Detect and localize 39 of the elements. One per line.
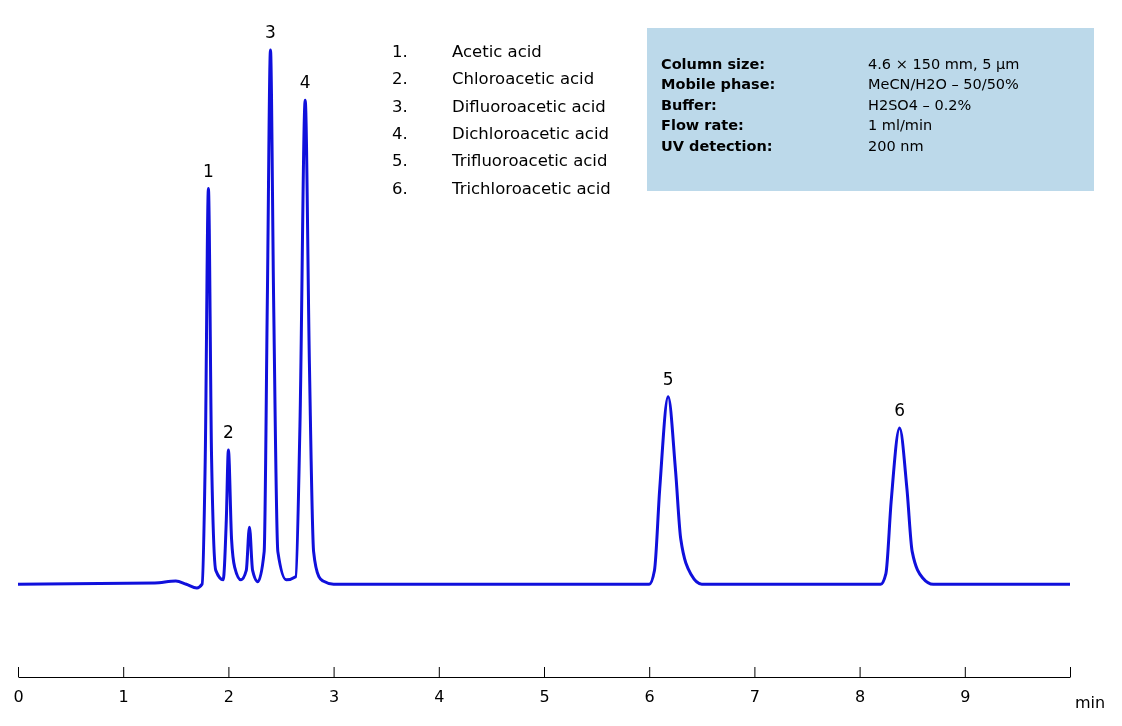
annotation: 200 nm	[868, 138, 924, 154]
annotation: Flow rate:	[661, 117, 744, 134]
annotation: 2	[222, 422, 234, 443]
annotation: 1 ml/min	[868, 117, 933, 134]
annotation: Trifluoroacetic acid	[451, 151, 608, 171]
annotation: Column size:	[661, 55, 766, 72]
x-tick-label: 1	[118, 687, 129, 707]
annotation: MeCN/H2O – 50/50%	[868, 76, 1019, 93]
annotation: 3	[265, 22, 276, 42]
x-tick-label: 0	[13, 687, 24, 707]
x-tick-label: 4	[434, 687, 445, 707]
x-axis-title: min	[1075, 693, 1106, 712]
annotation: Difluoroacetic acid	[452, 96, 606, 116]
x-tick-label: 6	[644, 687, 655, 707]
annotation: 5	[662, 368, 674, 389]
annotation: Mobile phase:	[661, 76, 776, 93]
annotation: 1.	[392, 42, 408, 61]
annotation: 3.	[392, 96, 408, 116]
annotation: Dichloroacetic acid	[452, 123, 609, 143]
x-tick-label: 2	[223, 687, 234, 707]
annotation: H2SO4 – 0.2%	[868, 96, 972, 113]
annotation: 6.	[392, 178, 408, 198]
x-tick-label: 9	[960, 687, 971, 707]
annotation: 4	[299, 72, 311, 93]
x-tick-label: 7	[749, 687, 760, 707]
x-tick-label: 3	[329, 687, 340, 707]
annotation: Trichloroacetic acid	[451, 178, 611, 198]
annotation: 5.	[392, 151, 408, 171]
annotation: Acetic acid	[452, 42, 542, 61]
annotation: UV detection:	[661, 138, 773, 154]
annotation: 4.6 × 150 mm, 5 µm	[868, 55, 1020, 72]
annotation: Buffer:	[661, 96, 717, 113]
annotation: Chloroacetic acid	[452, 69, 595, 89]
x-tick-label: 8	[855, 687, 866, 707]
annotation: 4.	[392, 123, 408, 143]
x-tick-label: 5	[539, 687, 550, 707]
annotation: 6	[894, 400, 905, 421]
annotation: 2.	[392, 69, 408, 89]
annotation: 1	[203, 160, 214, 181]
